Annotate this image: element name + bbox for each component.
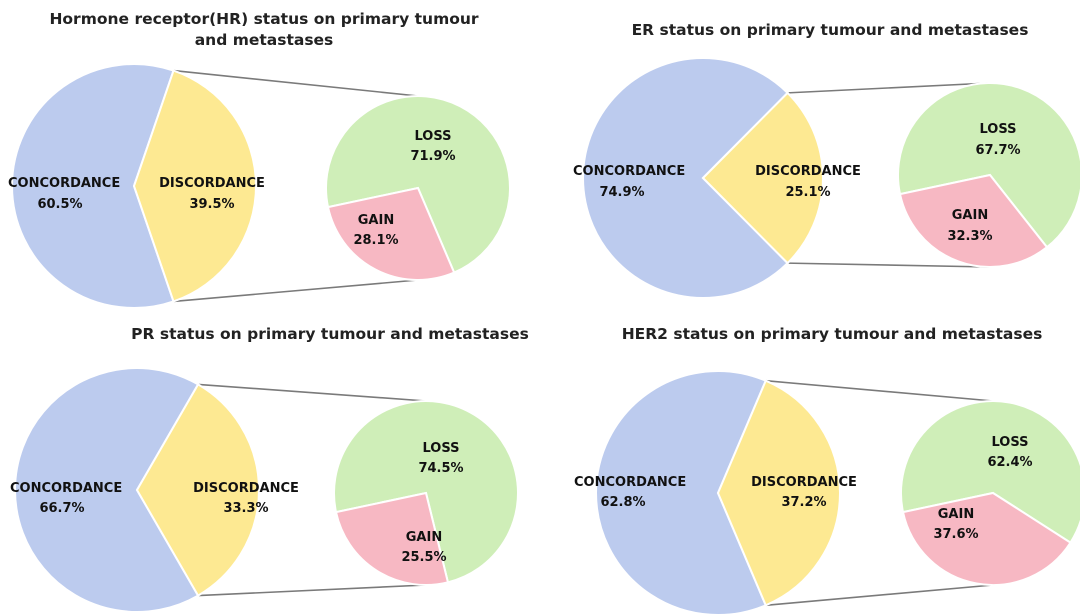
slice-value-loss: 67.7% (975, 143, 1020, 158)
slice-label-loss: LOSS (414, 129, 451, 144)
slice-value-concordance: 62.8% (600, 495, 645, 510)
pie-slice-loss (333, 400, 519, 584)
slice-value-discordance: 33.3% (223, 501, 268, 516)
chart-title: Hormone receptor(HR) status on primary t… (49, 10, 478, 28)
pie-slice-gain (334, 491, 450, 586)
slice-value-gain: 25.5% (401, 550, 446, 565)
slice-label-concordance: CONCORDANCE (8, 176, 120, 191)
slice-value-discordance: 39.5% (189, 197, 234, 212)
slice-label-concordance: CONCORDANCE (574, 475, 686, 490)
slice-value-loss: 62.4% (987, 455, 1032, 470)
slice-value-discordance: 37.2% (781, 495, 826, 510)
slice-label-discordance: DISCORDANCE (193, 481, 299, 496)
slice-label-gain: GAIN (938, 507, 974, 522)
pie-slice-gain (898, 173, 1049, 268)
pie-slice-loss (897, 82, 1080, 249)
slice-value-gain: 28.1% (353, 233, 398, 248)
pie-slice-loss (325, 95, 511, 274)
connector-line-top (173, 69, 419, 97)
pie-slice-concordance (11, 63, 175, 309)
slice-label-loss: LOSS (979, 122, 1016, 137)
pie-slice-loss (900, 400, 1080, 545)
slice-label-gain: GAIN (406, 530, 442, 545)
pie-slice-gain (326, 186, 456, 281)
chart-title: ER status on primary tumour and metastas… (632, 21, 1029, 39)
slice-value-concordance: 74.9% (599, 185, 644, 200)
slice-label-gain: GAIN (952, 208, 988, 223)
pie-slice-concordance (13, 367, 200, 613)
slice-value-concordance: 66.7% (39, 501, 84, 516)
pie-slice-discordance (716, 379, 841, 607)
slice-label-gain: GAIN (358, 213, 394, 228)
connector-line-top (198, 383, 427, 402)
slice-label-loss: LOSS (422, 441, 459, 456)
connector-line-bottom (173, 279, 419, 303)
slice-value-gain: 32.3% (947, 229, 992, 244)
slice-value-loss: 71.9% (410, 149, 455, 164)
pie-slice-concordance (582, 57, 790, 299)
slice-label-loss: LOSS (991, 435, 1028, 450)
slice-value-gain: 37.6% (933, 527, 978, 542)
slice-value-loss: 74.5% (418, 461, 463, 476)
slice-value-concordance: 60.5% (37, 197, 82, 212)
slice-label-discordance: DISCORDANCE (755, 164, 861, 179)
pie-slice-discordance (132, 69, 257, 303)
connector-line-bottom (787, 262, 991, 268)
slice-label-discordance: DISCORDANCE (751, 475, 857, 490)
pie-slice-gain (901, 491, 1072, 586)
slice-label-concordance: CONCORDANCE (10, 481, 122, 496)
connector-line-bottom (765, 584, 994, 607)
connector-line-top (787, 82, 991, 94)
pie-slice-concordance (595, 370, 768, 616)
pie-slice-discordance (701, 91, 824, 265)
chart-title: and metastases (195, 31, 334, 49)
slice-label-discordance: DISCORDANCE (159, 176, 265, 191)
connector-line-top (765, 379, 994, 402)
chart-title: HER2 status on primary tumour and metast… (622, 325, 1043, 343)
chart-title: PR status on primary tumour and metastas… (131, 325, 529, 343)
slice-value-discordance: 25.1% (785, 185, 830, 200)
pie-slice-discordance (135, 383, 260, 597)
slice-label-concordance: CONCORDANCE (573, 164, 685, 179)
connector-line-bottom (198, 584, 427, 597)
